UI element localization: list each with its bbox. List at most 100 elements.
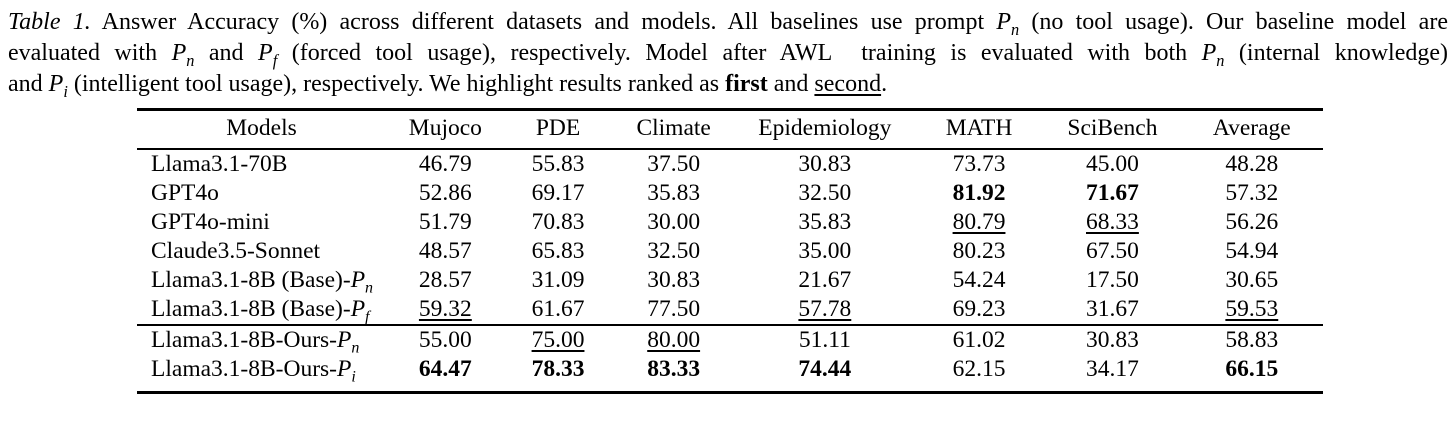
caption-line-3: and Pi (intelligent tool usage), respect… — [8, 69, 1448, 100]
table-row: Llama3.1-8B (Base)-Pn 28.57 31.09 30.83 21.6… — [137, 266, 1323, 297]
value-cell: 30.83 — [1044, 324, 1181, 355]
column-header-climate: Climate — [611, 109, 736, 150]
table-header: Models Mujoco PDE Climate Epidemiology MATH Sc… — [137, 109, 1323, 150]
math-variable: Pf — [258, 40, 278, 70]
model-name: Llama3.1-8B-Ours-Pi — [137, 355, 386, 393]
text-segment: and — [767, 71, 815, 97]
model-name: Llama3.1-70B — [137, 149, 386, 179]
text-segment: and — [194, 40, 259, 66]
value-cell: 32.50 — [647, 238, 701, 264]
text-segment: evaluated with — [8, 40, 172, 66]
value-cell: 74.44 — [798, 356, 852, 382]
value-cell: 59.53 — [1225, 296, 1279, 322]
column-header-average: Average — [1180, 109, 1323, 150]
value-cell: 55.00 — [386, 324, 505, 355]
value-cell: 83.33 — [647, 356, 701, 382]
value-cell: 69.17 — [531, 180, 585, 206]
value-cell: 70.83 — [531, 209, 585, 235]
math-variable: Pn — [1201, 40, 1225, 70]
value-cell: 71.67 — [1086, 180, 1139, 206]
value-cell: 55.83 — [531, 151, 585, 177]
text-segment: Llama3.1-8B-Ours- — [151, 356, 337, 382]
value-cell: 59.32 — [418, 296, 472, 322]
value-cell: 30.83 — [798, 151, 852, 177]
table-row: Llama3.1-8B-Ours-Pn 55.00 75.00 80.00 51.11 6… — [137, 324, 1323, 356]
value-cell: 73.73 — [952, 151, 1006, 177]
value-cell: 68.33 — [1086, 209, 1139, 235]
text-segment: . — [881, 71, 888, 97]
text-segment: GPT4o-mini — [151, 209, 270, 235]
column-header-models: Models — [137, 109, 387, 150]
value-cell: 31.09 — [531, 267, 585, 293]
model-name: GPT4o-mini — [137, 208, 386, 237]
text-segment: and — [8, 71, 49, 97]
caption-line-1: Table 1. Answer Accuracy (%) across diff… — [8, 7, 1448, 38]
value-cell: 69.23 — [952, 296, 1006, 322]
text-segment: Table 1. — [8, 9, 91, 35]
model-name: Llama3.1-8B (Base)-Pf — [137, 295, 386, 325]
text-segment: Answer Accuracy (%) across different dat… — [90, 9, 997, 35]
table-row: Claude3.5-Sonnet 48.57 65.83 32.50 35.00 80.2… — [137, 237, 1323, 266]
math-variable: Pi — [337, 356, 356, 386]
value-cell: 58.83 — [1180, 324, 1323, 355]
value-cell: 32.50 — [798, 180, 852, 206]
value-cell: 46.79 — [418, 151, 472, 177]
table-row: Llama3.1-70B 46.79 55.83 37.50 30.83 73.73 45.… — [137, 149, 1323, 179]
value-cell: 21.67 — [798, 267, 852, 293]
text-segment: Claude3.5-Sonnet — [151, 238, 321, 264]
model-name: Llama3.1-8B (Base)-Pn — [137, 266, 386, 297]
value-cell: 51.11 — [735, 324, 914, 355]
text-segment: first — [725, 71, 768, 97]
column-header-epidemiology: Epidemiology — [735, 109, 914, 150]
value-cell: 45.00 — [1086, 151, 1139, 177]
value-cell: 48.28 — [1225, 151, 1279, 177]
value-cell: 66.15 — [1225, 356, 1279, 382]
value-cell: 17.50 — [1086, 267, 1139, 293]
value-cell: 54.94 — [1225, 238, 1279, 264]
caption-line-2: evaluated with Pn and Pf (forced tool us… — [8, 38, 1448, 69]
results-table: Models Mujoco PDE Climate Epidemiology MATH Sc… — [137, 108, 1323, 394]
model-name: Claude3.5-Sonnet — [137, 237, 386, 266]
math-variable: Pi — [48, 71, 68, 101]
text-segment: (forced tool usage), respectively. Model… — [277, 40, 1202, 66]
text-segment: Llama3.1-70B — [151, 151, 288, 177]
value-cell: 28.57 — [418, 267, 472, 293]
text-segment: Llama3.1-8B-Ours- — [151, 327, 337, 353]
column-header-math: MATH — [913, 109, 1045, 150]
value-cell: 30.00 — [647, 209, 701, 235]
text-segment: (intelligent tool usage), respectively. … — [67, 71, 726, 97]
text-segment: (internal knowledge) — [1224, 40, 1449, 66]
value-cell: 81.92 — [952, 180, 1006, 206]
model-name: Llama3.1-8B-Ours-Pn — [137, 324, 387, 356]
value-cell: 35.83 — [798, 209, 852, 235]
value-cell: 61.02 — [913, 324, 1045, 355]
value-cell: 31.67 — [1086, 296, 1139, 322]
value-cell: 34.17 — [1086, 356, 1139, 382]
value-cell: 56.26 — [1225, 209, 1279, 235]
column-header-mujoco: Mujoco — [386, 109, 505, 150]
value-cell: 62.15 — [952, 356, 1006, 382]
column-header-scibench: SciBench — [1044, 109, 1181, 150]
value-cell: 77.50 — [647, 296, 701, 322]
model-name: GPT4o — [137, 179, 386, 208]
text-segment: Llama3.1-8B (Base)- — [151, 296, 351, 322]
math-variable: Pf — [350, 296, 370, 326]
text-segment: second — [814, 71, 882, 97]
value-cell: 52.86 — [418, 180, 472, 206]
table-row: Llama3.1-8B (Base)-Pf 59.32 61.67 77.50 57.7… — [137, 295, 1323, 325]
value-cell: 61.67 — [531, 296, 585, 322]
value-cell: 80.23 — [952, 238, 1006, 264]
table-header-row: Models Mujoco PDE Climate Epidemiology MATH Sc… — [137, 109, 1323, 150]
text-segment: (no tool usage). Our baseline model are — [1019, 9, 1448, 35]
value-cell: 30.83 — [647, 267, 701, 293]
value-cell: 48.57 — [418, 238, 472, 264]
math-variable: Pn — [350, 267, 374, 297]
value-cell: 80.00 — [611, 324, 736, 355]
value-cell: 75.00 — [504, 324, 612, 355]
math-variable: Pn — [171, 40, 195, 70]
value-cell: 64.47 — [418, 356, 472, 382]
value-cell: 57.78 — [798, 296, 852, 322]
table-row: GPT4o 52.86 69.17 35.83 32.50 81.92 71.67 57.32 — [137, 179, 1323, 208]
value-cell: 30.65 — [1225, 267, 1279, 293]
